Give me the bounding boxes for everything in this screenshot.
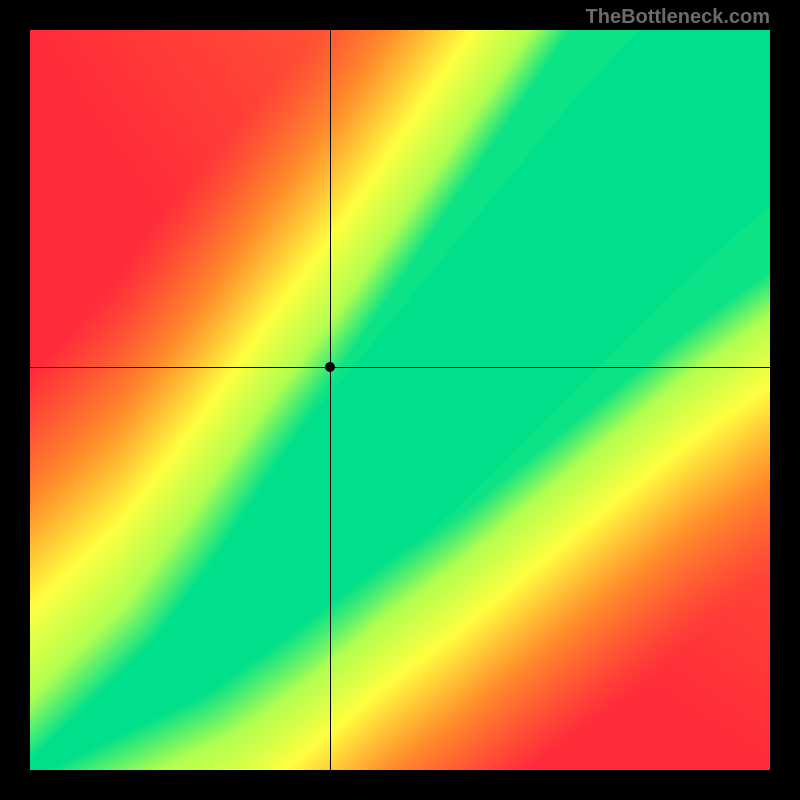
crosshair-horizontal	[30, 367, 770, 368]
heatmap-canvas	[30, 30, 770, 770]
watermark-text: TheBottleneck.com	[586, 6, 770, 29]
crosshair-vertical	[330, 30, 331, 770]
crosshair-marker	[325, 362, 335, 372]
heatmap-chart	[30, 30, 770, 770]
